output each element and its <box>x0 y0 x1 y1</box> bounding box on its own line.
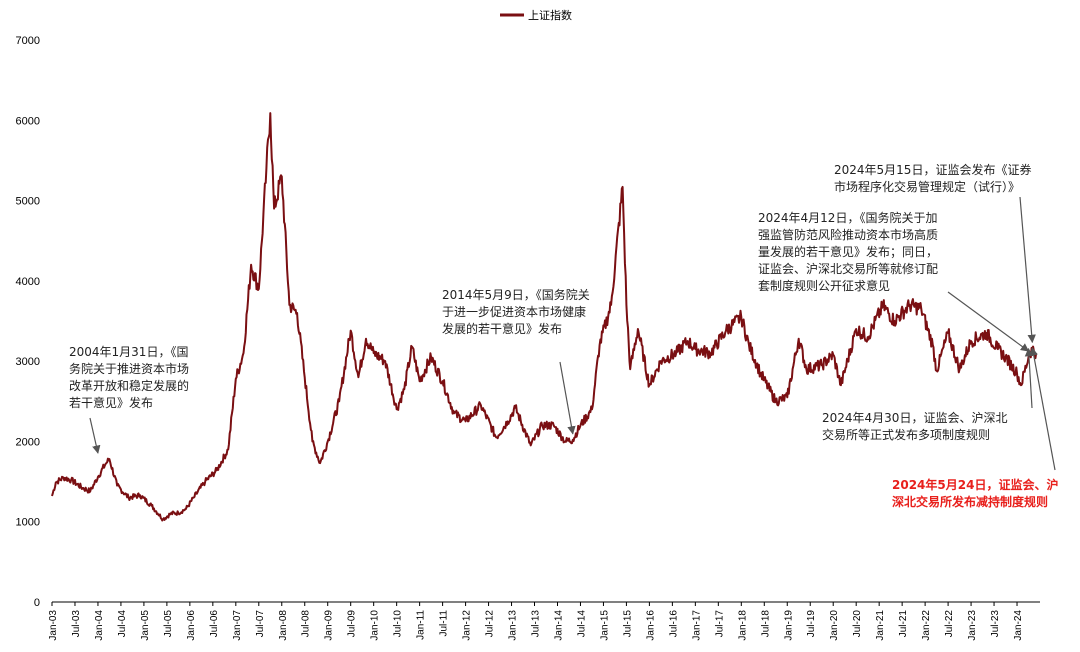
x-tick-label: Jan-20 <box>829 610 840 641</box>
x-tick-label: Jan-19 <box>783 610 794 641</box>
y-tick-label: 3000 <box>16 356 40 368</box>
x-tick-label: Jul-17 <box>714 610 725 638</box>
x-tick-label: Jan-13 <box>508 610 519 641</box>
y-tick-label: 0 <box>34 597 40 609</box>
y-axis-ticks: 0 1000 2000 3000 4000 5000 6000 7000 <box>16 35 40 609</box>
x-tick-label: Jul-22 <box>944 610 955 638</box>
x-tick-label: Jan-05 <box>140 610 151 641</box>
x-tick-label: Jul-07 <box>255 610 266 638</box>
annotation-arrows <box>89 196 1056 471</box>
annotation-arrow <box>1019 196 1036 344</box>
annotation-arrow <box>89 417 101 454</box>
x-tick-label: Jan-10 <box>370 610 381 641</box>
x-tick-label: Jan-21 <box>875 610 886 641</box>
legend: 上证指数 <box>500 8 572 22</box>
x-tick-label: Jul-13 <box>531 610 542 638</box>
x-tick-label: Jul-08 <box>301 610 312 638</box>
x-tick-label: Jan-17 <box>691 610 702 641</box>
y-tick-label: 2000 <box>16 436 40 448</box>
y-tick-label: 7000 <box>16 35 40 47</box>
annotation-arrow <box>559 361 576 435</box>
x-tick-label: Jan-09 <box>324 610 335 641</box>
y-tick-label: 6000 <box>16 115 40 127</box>
annotation-arrow <box>947 291 1030 352</box>
x-tick-label: Jul-10 <box>393 610 404 638</box>
series-layer <box>51 112 1038 522</box>
x-tick-label: Jan-12 <box>462 610 473 641</box>
x-tick-label: Jul-04 <box>117 610 128 638</box>
x-tick-label: Jan-24 <box>1013 610 1024 641</box>
x-tick-label: Jan-06 <box>186 610 197 641</box>
x-tick-label: Jul-20 <box>852 610 863 638</box>
annotation-2024-05-15: 2024年5月15日，证监会发布《证券 市场程序化交易管理规定（试行）》 <box>834 163 1032 194</box>
x-tick-label: Jan-07 <box>232 610 243 641</box>
series-line-shanghai-composite <box>51 112 1038 522</box>
x-tick-label: Jan-14 <box>553 610 564 641</box>
x-tick-label: Jul-19 <box>806 610 817 638</box>
x-tick-label: Jan-08 <box>278 610 289 641</box>
x-tick-label: Jan-11 <box>416 610 427 640</box>
x-tick-label: Jul-23 <box>990 610 1001 638</box>
x-tick-label: Jul-21 <box>898 610 909 638</box>
x-tick-label: Jul-16 <box>668 610 679 638</box>
annotation-2024-05-24: 2024年5月24日，证监会、沪 深北交易所发布减持制度规则 <box>892 478 1059 509</box>
annotation-2024-04-12: 2024年4月12日，《国务院关于加 强监管防范风险推动资本市场高质 量发展的若… <box>758 211 939 293</box>
x-tick-label: Jan-22 <box>921 610 932 641</box>
x-tick-label: Jul-18 <box>760 610 771 638</box>
legend-label: 上证指数 <box>528 8 572 22</box>
annotation-arrow <box>1024 347 1034 409</box>
x-tick-label: Jan-16 <box>645 610 656 641</box>
annotation-2004: 2004年1月31日，《国 务院关于推进资本市场 改革开放和稳定发展的 若干意见… <box>69 345 190 410</box>
annotation-2024-04-30: 2024年4月30日，证监会、沪深北 交易所等正式发布多项制度规则 <box>822 411 1008 442</box>
x-tick-label: Jul-12 <box>485 610 496 638</box>
y-tick-label: 1000 <box>16 517 40 529</box>
x-tick-label: Jul-05 <box>163 610 174 638</box>
x-tick-label: Jul-15 <box>622 610 633 638</box>
annotation-2014: 2014年5月9日，《国务院关 于进一步促进资本市场健康 发展的若干意见》发布 <box>442 288 590 336</box>
x-tick-label: Jan-03 <box>48 610 59 641</box>
x-tick-label: Jan-18 <box>737 610 748 641</box>
x-tick-label: Jan-15 <box>599 610 610 641</box>
x-tick-label: Jan-04 <box>94 610 105 641</box>
x-axis-ticks: Jan-03 Jul-03 Jan-04 Jul-04 Jan-05 Jul-05 Jan-… <box>48 602 1024 641</box>
y-tick-label: 4000 <box>16 276 40 288</box>
x-tick-label: Jul-09 <box>347 610 358 638</box>
x-tick-label: Jul-11 <box>439 610 450 637</box>
x-tick-label: Jul-06 <box>209 610 220 638</box>
x-tick-label: Jul-03 <box>71 610 82 638</box>
x-tick-label: Jan-23 <box>967 610 978 641</box>
y-tick-label: 5000 <box>16 196 40 208</box>
x-tick-label: Jul-14 <box>576 610 587 638</box>
annotation-arrow <box>1029 347 1056 471</box>
